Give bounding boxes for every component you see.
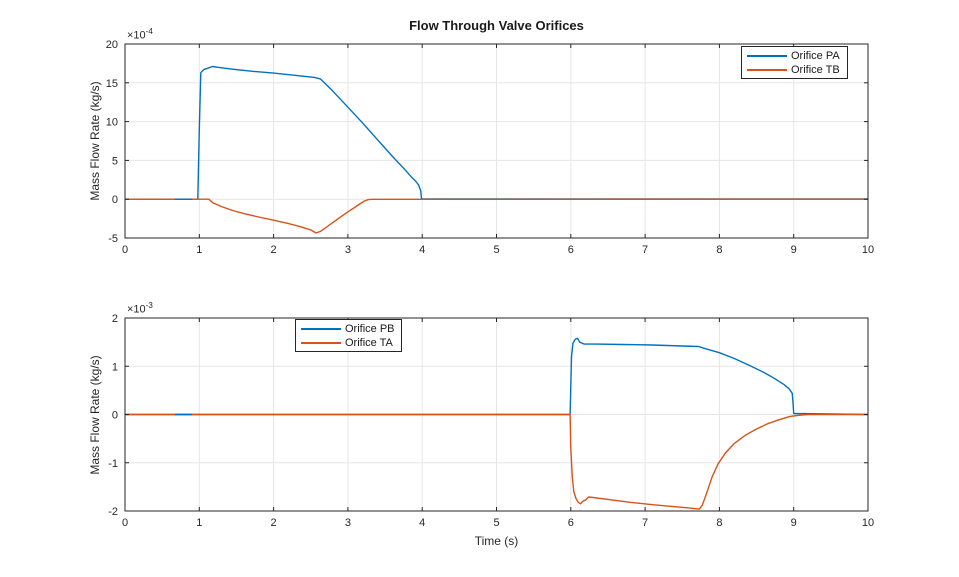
x-tick-label: 6	[568, 517, 574, 529]
axes-top: 0 1 2 3 4 5 6 7 8 9 10 -5 0 5 10 15 20	[106, 39, 874, 256]
y-tick-label: 0	[112, 194, 118, 206]
y-tick-label: 15	[106, 78, 118, 90]
legend-label: Orifice TB	[791, 63, 840, 76]
x-tick-label: 8	[716, 517, 722, 529]
series-orifice-ta	[125, 413, 868, 510]
x-tick-label: 2	[271, 244, 277, 256]
legend-line-sample-orange	[301, 341, 341, 344]
y-tick-label: 20	[106, 39, 118, 51]
x-tick-label: 9	[791, 244, 797, 256]
x-tick-label: 10	[862, 517, 874, 529]
series-orifice-tb	[125, 198, 869, 234]
x-tick-label: 8	[716, 244, 722, 256]
legend-entry: Orifice PA	[742, 49, 847, 62]
axes-bottom: 0 1 2 3 4 5 6 7 8 9 10 -2 -1 0 1 2	[108, 313, 874, 529]
y-tick-label: -2	[108, 506, 118, 518]
legend-line-sample-orange	[747, 68, 787, 71]
y-axis-label-top: Mass Flow Rate (kg/s)	[88, 81, 102, 201]
series-orifice-pb	[125, 337, 869, 416]
x-tick-label: 3	[345, 517, 351, 529]
x-tick-label: 6	[568, 244, 574, 256]
x-tick-label: 2	[271, 517, 277, 529]
x-tick-label: 4	[419, 244, 425, 256]
y-tick-label: -1	[108, 458, 118, 470]
exponent-power: -3	[145, 301, 153, 310]
x-tick-label: 5	[493, 517, 499, 529]
x-tick-label: 1	[196, 517, 202, 529]
legend-top-chart: Orifice PA Orifice TB	[741, 46, 848, 79]
x-tick-label: 10	[862, 244, 874, 256]
y-tick-label: 2	[112, 313, 118, 325]
y-tick-label: 5	[112, 155, 118, 167]
figure-title: Flow Through Valve Orifices	[409, 18, 584, 33]
y-axis-exponent-top: ×10-4	[127, 27, 153, 42]
x-tick-label: 4	[419, 517, 425, 529]
exponent-power: -4	[145, 27, 153, 36]
legend-entry: Orifice PB	[296, 322, 401, 335]
x-tick-label: 7	[642, 244, 648, 256]
y-tick-label: 0	[112, 410, 118, 422]
y-tick-label: 1	[112, 361, 118, 373]
x-tick-label: 5	[493, 244, 499, 256]
y-tick-label: 10	[106, 117, 118, 129]
x-tick-label: 3	[345, 244, 351, 256]
exponent-base: ×10	[127, 29, 146, 42]
y-axis-label-bottom: Mass Flow Rate (kg/s)	[88, 355, 102, 475]
legend-bottom-chart: Orifice PB Orifice TA	[295, 319, 402, 352]
legend-label: Orifice PA	[791, 49, 840, 62]
x-tick-label: 0	[122, 244, 128, 256]
x-tick-label: 0	[122, 517, 128, 529]
x-axis-label: Time (s)	[474, 534, 519, 548]
legend-line-sample-blue	[747, 54, 787, 57]
series-orifice-pa	[125, 65, 868, 200]
x-tick-label: 7	[642, 517, 648, 529]
y-axis-exponent-bottom: ×10-3	[127, 301, 153, 316]
x-tick-label: 1	[196, 244, 202, 256]
legend-entry: Orifice TB	[742, 63, 847, 76]
exponent-base: ×10	[127, 303, 146, 316]
x-tick-label: 9	[791, 517, 797, 529]
legend-entry: Orifice TA	[296, 336, 401, 349]
legend-line-sample-blue	[301, 327, 341, 330]
legend-label: Orifice TA	[345, 336, 393, 349]
y-tick-label: -5	[108, 233, 118, 245]
legend-label: Orifice PB	[345, 322, 395, 335]
